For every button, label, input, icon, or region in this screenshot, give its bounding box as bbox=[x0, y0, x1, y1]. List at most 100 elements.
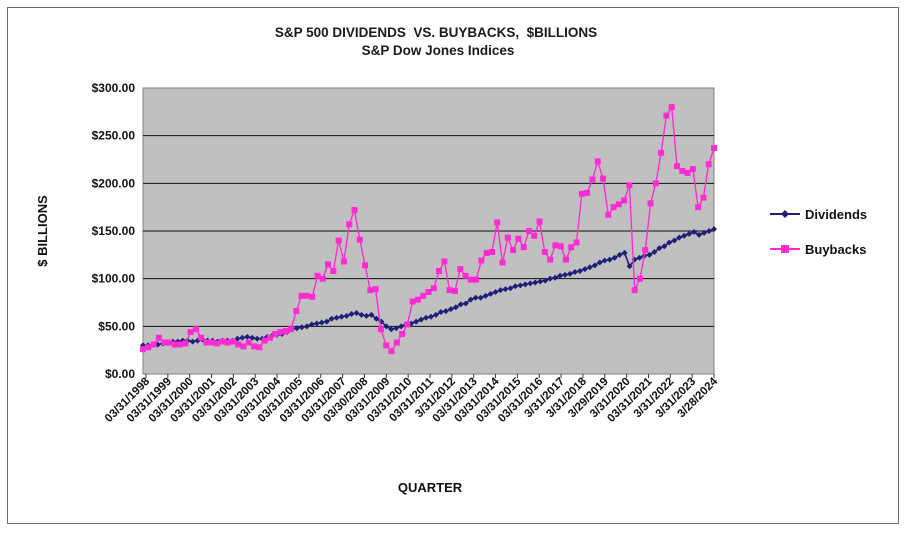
data-point-buybacks bbox=[605, 211, 612, 218]
data-point-buybacks bbox=[483, 249, 490, 256]
data-point-dividends bbox=[254, 335, 261, 342]
data-point-dividends bbox=[388, 326, 395, 333]
data-point-dividends bbox=[646, 251, 653, 258]
data-point-buybacks bbox=[494, 219, 501, 226]
data-point-buybacks bbox=[404, 321, 411, 328]
data-point-buybacks bbox=[309, 293, 316, 300]
data-point-dividends bbox=[472, 294, 479, 301]
data-point-dividends bbox=[313, 320, 320, 327]
legend-buybacks-marker bbox=[781, 245, 789, 253]
data-point-buybacks bbox=[594, 158, 601, 165]
data-point-buybacks bbox=[668, 104, 675, 111]
data-point-dividends bbox=[457, 301, 464, 308]
data-point-buybacks bbox=[573, 239, 580, 246]
data-point-buybacks bbox=[330, 268, 337, 275]
data-point-buybacks bbox=[462, 272, 469, 279]
data-point-dividends bbox=[249, 334, 256, 341]
data-point-dividends bbox=[189, 338, 196, 345]
data-point-dividends bbox=[368, 311, 375, 318]
data-point-buybacks bbox=[652, 180, 659, 187]
data-point-buybacks bbox=[177, 341, 184, 348]
legend-dividends-label: Dividends bbox=[805, 207, 867, 222]
data-point-buybacks bbox=[277, 329, 284, 336]
data-point-dividends bbox=[348, 310, 355, 317]
data-point-dividends bbox=[591, 262, 598, 269]
data-point-buybacks bbox=[430, 285, 437, 292]
data-point-buybacks bbox=[346, 221, 353, 228]
data-point-dividends bbox=[363, 312, 370, 319]
data-point-buybacks bbox=[399, 330, 406, 337]
data-point-dividends bbox=[244, 333, 251, 340]
data-point-dividends bbox=[418, 316, 425, 323]
data-point-dividends bbox=[611, 254, 618, 261]
data-point-dividends bbox=[562, 271, 569, 278]
data-point-dividends bbox=[343, 312, 350, 319]
data-point-buybacks bbox=[282, 328, 289, 335]
data-point-buybacks bbox=[383, 342, 390, 349]
data-point-dividends bbox=[651, 248, 658, 255]
data-point-dividends bbox=[706, 228, 713, 234]
data-point-dividends bbox=[442, 308, 449, 315]
data-point-dividends bbox=[557, 272, 564, 279]
data-point-buybacks bbox=[319, 275, 326, 282]
data-point-buybacks bbox=[473, 276, 480, 283]
data-point-buybacks bbox=[700, 194, 707, 201]
data-point-buybacks bbox=[525, 228, 532, 234]
data-point-dividends bbox=[686, 230, 693, 237]
data-point-dividends bbox=[691, 228, 698, 235]
data-point-buybacks bbox=[140, 346, 146, 353]
x-axis-ticks: 03/31/199803/31/199903/31/200003/31/2001… bbox=[103, 374, 721, 425]
chart-title: S&P 500 DIVIDENDS VS. BUYBACKS, $BILLION… bbox=[275, 25, 597, 40]
data-point-dividends bbox=[477, 294, 484, 301]
data-point-buybacks bbox=[711, 145, 717, 152]
data-point-buybacks bbox=[621, 197, 628, 204]
y-tick-label: $100.00 bbox=[92, 272, 136, 286]
data-point-buybacks bbox=[499, 259, 506, 266]
y-tick-label: $200.00 bbox=[92, 176, 136, 190]
data-point-dividends bbox=[462, 300, 469, 307]
series-layer bbox=[140, 104, 717, 355]
data-point-dividends bbox=[502, 286, 509, 293]
data-point-dividends bbox=[532, 279, 539, 286]
series-buybacks bbox=[140, 104, 717, 355]
data-point-buybacks bbox=[631, 287, 638, 294]
data-point-dividends bbox=[711, 226, 717, 233]
data-point-dividends bbox=[308, 321, 315, 328]
data-point-dividends bbox=[487, 290, 494, 297]
data-point-dividends bbox=[373, 315, 380, 322]
data-point-buybacks bbox=[192, 326, 199, 333]
data-point-dividends bbox=[492, 289, 499, 296]
gridlines bbox=[143, 135, 714, 327]
data-point-buybacks bbox=[689, 166, 696, 173]
data-point-dividends bbox=[681, 232, 688, 239]
data-point-buybacks bbox=[642, 247, 649, 254]
data-point-buybacks bbox=[510, 247, 517, 254]
data-point-buybacks bbox=[568, 244, 575, 251]
data-point-buybacks bbox=[599, 175, 606, 182]
data-point-dividends bbox=[547, 275, 554, 282]
data-point-buybacks bbox=[367, 287, 374, 294]
data-point-buybacks bbox=[208, 339, 215, 346]
data-point-buybacks bbox=[451, 288, 458, 295]
data-point-buybacks bbox=[288, 326, 295, 333]
data-point-buybacks bbox=[446, 287, 453, 294]
data-point-buybacks bbox=[340, 258, 347, 265]
data-point-dividends bbox=[517, 282, 524, 289]
legend-dividends-marker bbox=[781, 210, 789, 218]
data-point-dividends bbox=[437, 309, 444, 316]
data-point-buybacks bbox=[150, 341, 157, 348]
data-point-dividends bbox=[621, 249, 628, 256]
data-point-buybacks bbox=[261, 337, 268, 344]
data-point-buybacks bbox=[409, 298, 416, 305]
data-point-dividends bbox=[293, 325, 300, 332]
data-point-dividends bbox=[676, 234, 683, 241]
data-point-dividends bbox=[626, 263, 633, 270]
data-point-dividends bbox=[522, 281, 529, 288]
data-point-buybacks bbox=[372, 286, 379, 293]
data-point-dividends bbox=[497, 287, 504, 294]
data-point-buybacks bbox=[647, 200, 654, 207]
data-point-dividends bbox=[303, 323, 310, 330]
y-tick-label: $50.00 bbox=[98, 319, 135, 333]
data-point-buybacks bbox=[626, 182, 633, 189]
data-point-buybacks bbox=[182, 340, 189, 347]
